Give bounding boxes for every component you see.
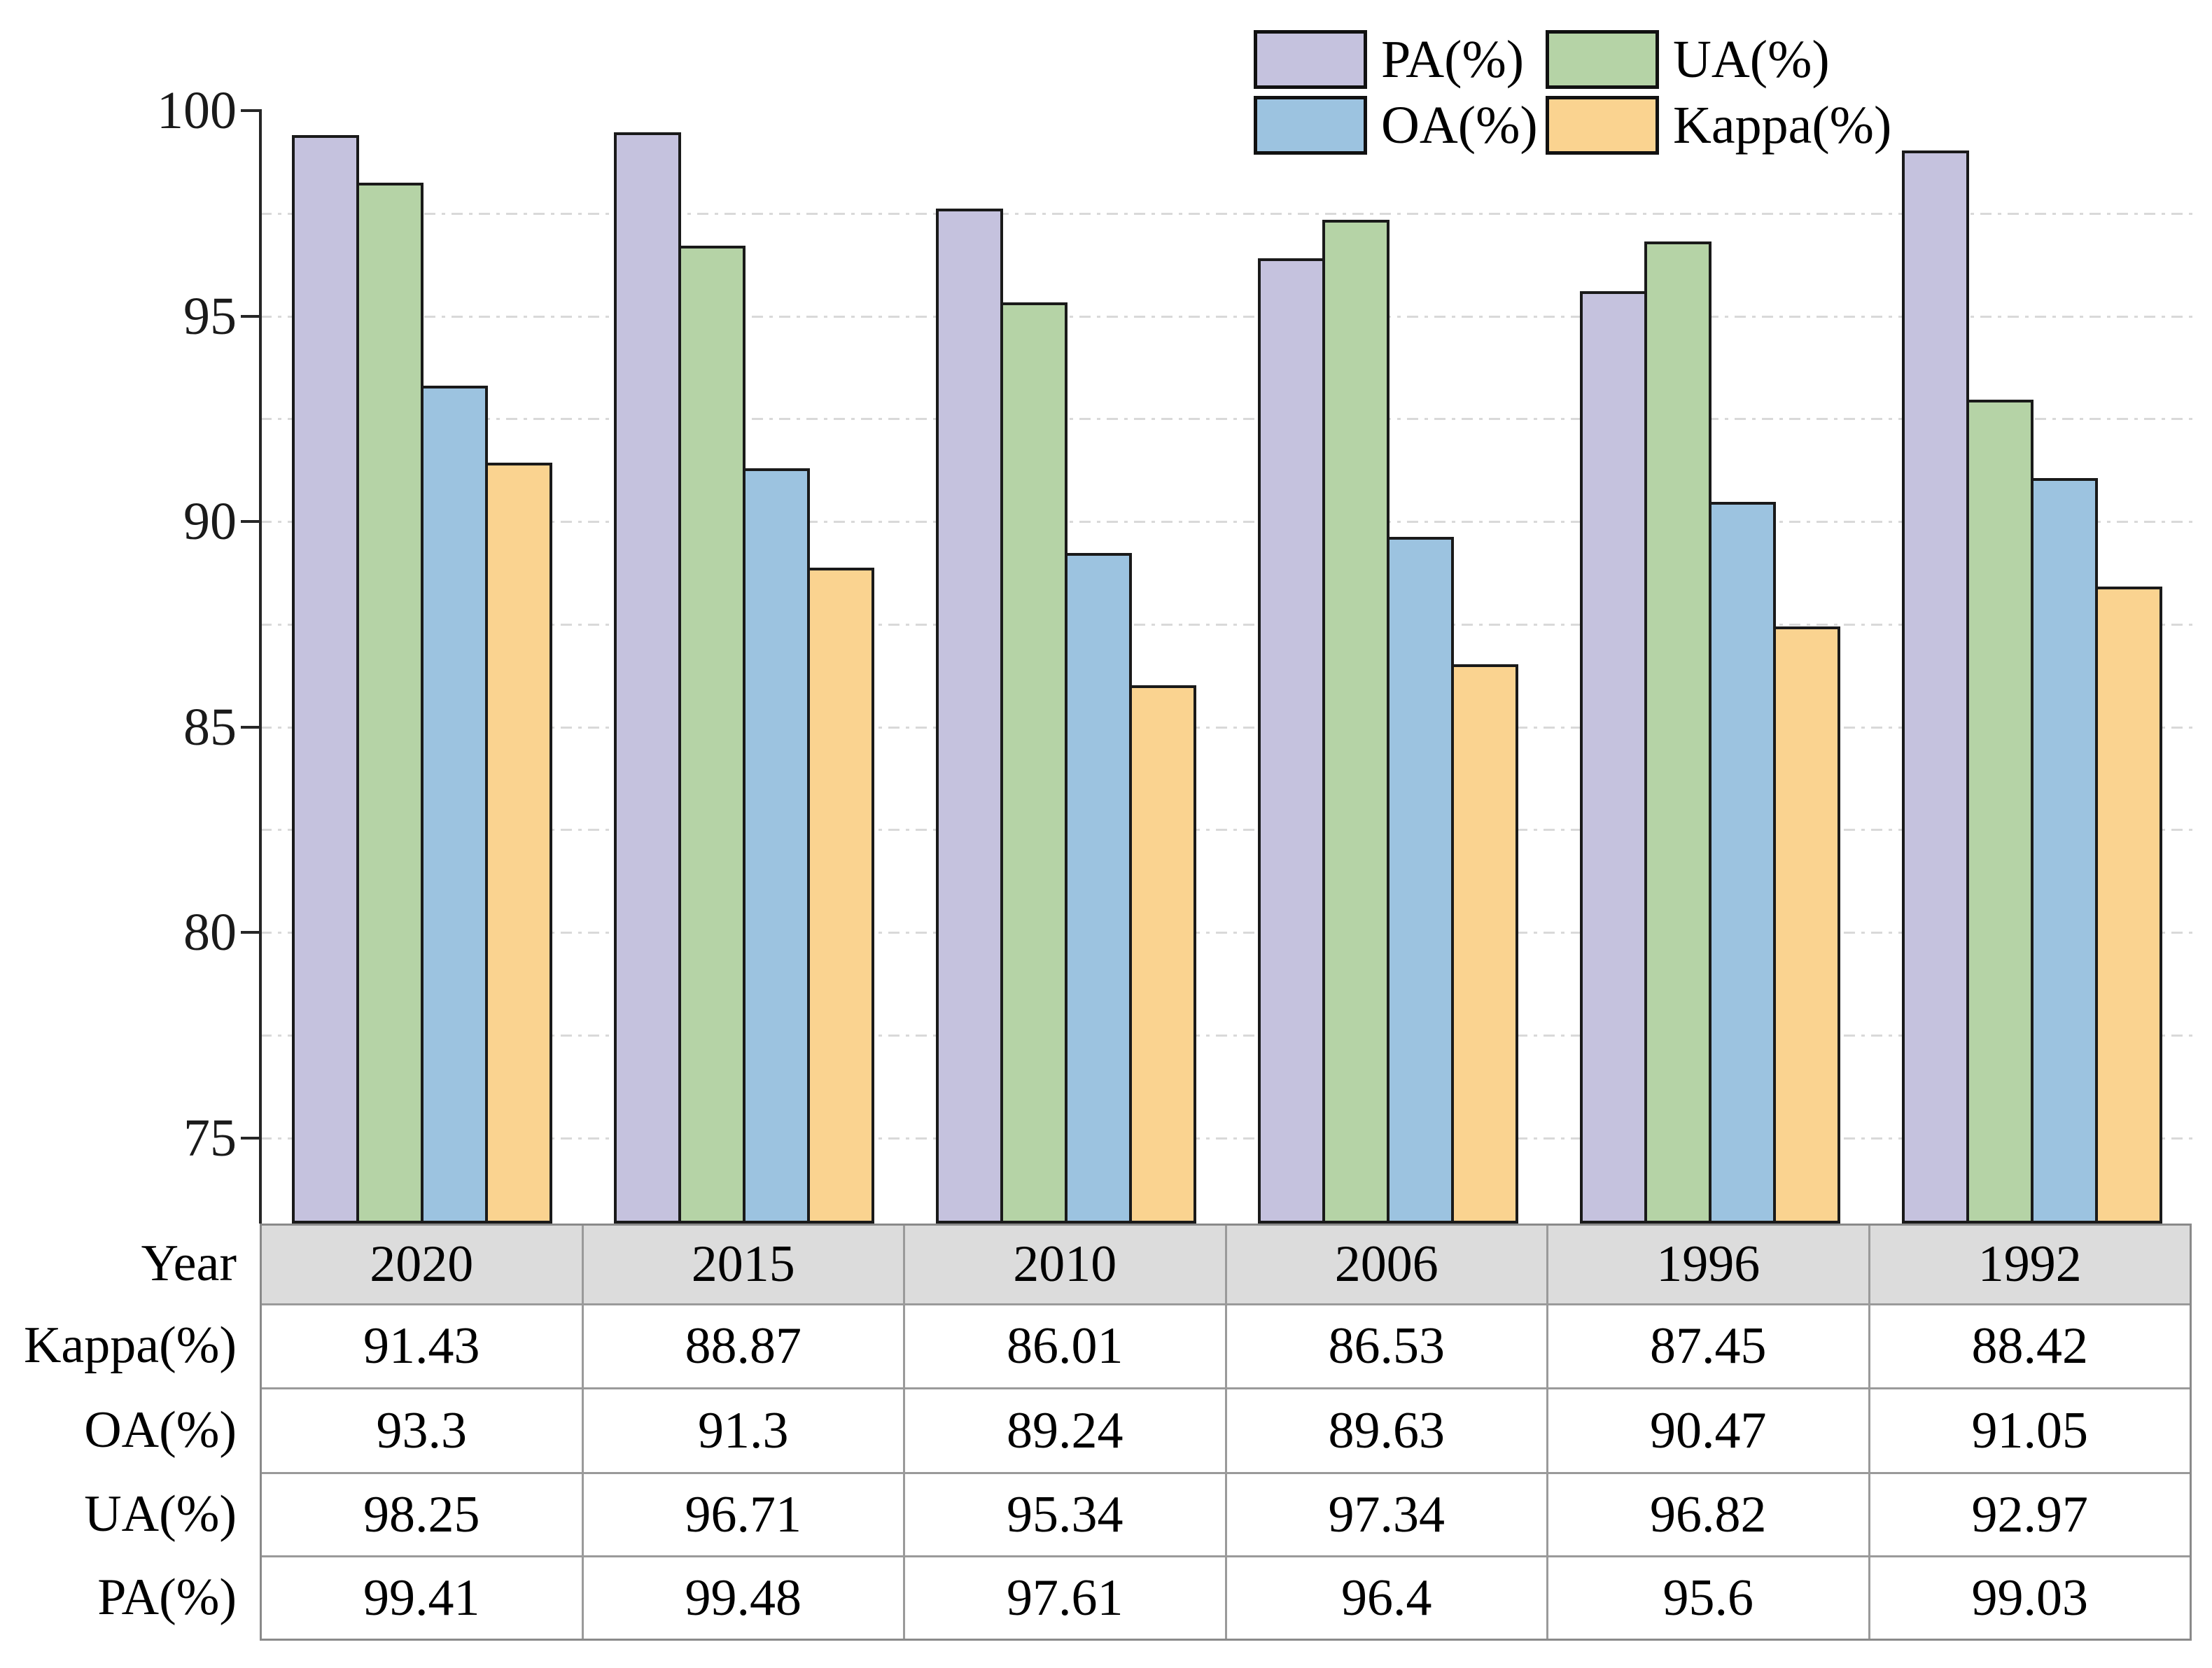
gridline-77.5 bbox=[260, 1034, 2193, 1037]
table-cell-kappa-2010: 86.01 bbox=[905, 1305, 1225, 1387]
row-label-ua: UA(%) bbox=[84, 1485, 237, 1543]
bar-kappa-2010 bbox=[1129, 685, 1196, 1224]
bar-pa-2020 bbox=[292, 134, 359, 1224]
table-cell-kappa-1996: 87.45 bbox=[1548, 1305, 1868, 1387]
gridline-87.5 bbox=[260, 623, 2193, 626]
table-cell-pa-1996: 95.6 bbox=[1548, 1557, 1868, 1639]
table-cell-ua-1996: 96.82 bbox=[1548, 1474, 1868, 1555]
table-cell-kappa-2020: 91.43 bbox=[262, 1305, 582, 1387]
gridline-82.5 bbox=[260, 829, 2193, 832]
row-label-pa: PA(%) bbox=[97, 1568, 237, 1626]
table-cell-oa-1992: 91.05 bbox=[1870, 1389, 2190, 1472]
gridline-75 bbox=[260, 1137, 2193, 1140]
bar-oa-1996 bbox=[1709, 502, 1776, 1224]
table-cell-ua-1992: 92.97 bbox=[1870, 1474, 2190, 1555]
table-cell-year-2015: 2015 bbox=[583, 1226, 903, 1303]
legend-swatch-pa bbox=[1254, 30, 1367, 89]
row-label-kappa: Kappa(%) bbox=[23, 1317, 237, 1374]
y-tick-95 bbox=[241, 314, 259, 318]
table-cell-oa-2020: 93.3 bbox=[262, 1389, 582, 1472]
table-cell-year-2006: 2006 bbox=[1226, 1226, 1546, 1303]
y-tick-75 bbox=[241, 1136, 259, 1140]
gridline-80 bbox=[260, 932, 2193, 934]
table-cell-kappa-2015: 88.87 bbox=[583, 1305, 903, 1387]
bar-oa-2020 bbox=[421, 386, 488, 1224]
table-cell-pa-2015: 99.48 bbox=[583, 1557, 903, 1639]
bar-kappa-1996 bbox=[1773, 626, 1840, 1224]
bar-pa-2006 bbox=[1258, 258, 1325, 1224]
table-cell-pa-1992: 99.03 bbox=[1870, 1557, 2190, 1639]
bar-ua-2015 bbox=[678, 246, 746, 1224]
legend-label-oa: OA(%) bbox=[1381, 96, 1538, 155]
y-tick-label-100: 100 bbox=[157, 81, 237, 140]
bar-kappa-2006 bbox=[1451, 664, 1518, 1224]
row-label-year: Year bbox=[141, 1235, 237, 1292]
table-cell-year-1996: 1996 bbox=[1548, 1226, 1868, 1303]
bar-pa-2015 bbox=[614, 132, 681, 1224]
legend-swatch-oa bbox=[1254, 96, 1367, 155]
legend-swatch-ua bbox=[1546, 30, 1659, 89]
y-tick-label-85: 85 bbox=[183, 697, 237, 757]
legend-label-pa: PA(%) bbox=[1381, 30, 1525, 89]
bar-oa-1992 bbox=[2031, 478, 2098, 1224]
bar-oa-2010 bbox=[1065, 552, 1132, 1224]
y-tick-85 bbox=[241, 725, 259, 729]
y-tick-80 bbox=[241, 931, 259, 934]
bar-ua-1996 bbox=[1644, 241, 1712, 1224]
table-cell-pa-2006: 96.4 bbox=[1226, 1557, 1546, 1639]
bar-pa-2010 bbox=[936, 209, 1003, 1224]
table-cell-ua-2010: 95.34 bbox=[905, 1474, 1225, 1555]
legend-swatch-kappa bbox=[1546, 96, 1659, 155]
table-cell-oa-2010: 89.24 bbox=[905, 1389, 1225, 1472]
table-cell-kappa-1992: 88.42 bbox=[1870, 1305, 2190, 1387]
data-table: 2020 2015 2010 2006 1996 1992 91.43 88.87 86.01 8… bbox=[260, 1224, 2192, 1641]
bar-ua-2020 bbox=[356, 182, 424, 1224]
gridline-85 bbox=[260, 726, 2193, 729]
legend-label-ua: UA(%) bbox=[1673, 30, 1830, 89]
y-tick-label-80: 80 bbox=[183, 903, 237, 962]
bar-pa-1992 bbox=[1902, 150, 1969, 1224]
table-cell-year-2020: 2020 bbox=[262, 1226, 582, 1303]
bar-kappa-2015 bbox=[807, 568, 874, 1224]
y-tick-label-75: 75 bbox=[183, 1108, 237, 1168]
table-cell-kappa-2006: 86.53 bbox=[1226, 1305, 1546, 1387]
table-cell-ua-2006: 97.34 bbox=[1226, 1474, 1546, 1555]
y-tick-label-90: 90 bbox=[183, 492, 237, 551]
gridline-95 bbox=[260, 315, 2193, 318]
gridline-92.5 bbox=[260, 418, 2193, 421]
y-tick-100 bbox=[241, 109, 259, 112]
legend-label-kappa: Kappa(%) bbox=[1673, 96, 1892, 155]
table-cell-ua-2015: 96.71 bbox=[583, 1474, 903, 1555]
table-cell-year-1992: 1992 bbox=[1870, 1226, 2190, 1303]
table-cell-oa-2006: 89.63 bbox=[1226, 1389, 1546, 1472]
row-label-oa: OA(%) bbox=[84, 1401, 237, 1459]
bar-ua-2010 bbox=[1000, 302, 1068, 1224]
bar-kappa-2020 bbox=[485, 463, 552, 1224]
y-tick-label-95: 95 bbox=[183, 286, 237, 346]
table-cell-year-2010: 2010 bbox=[905, 1226, 1225, 1303]
bar-oa-2015 bbox=[743, 468, 810, 1224]
table-cell-pa-2020: 99.41 bbox=[262, 1557, 582, 1639]
table-cell-pa-2010: 97.61 bbox=[905, 1557, 1225, 1639]
gridline-90 bbox=[260, 521, 2193, 523]
bar-pa-1996 bbox=[1580, 291, 1647, 1224]
table-cell-oa-1996: 90.47 bbox=[1548, 1389, 1868, 1472]
table-cell-oa-2015: 91.3 bbox=[583, 1389, 903, 1472]
bar-ua-1992 bbox=[1966, 399, 2033, 1224]
table-cell-ua-2020: 98.25 bbox=[262, 1474, 582, 1555]
bar-oa-2006 bbox=[1387, 536, 1454, 1224]
bar-ua-2006 bbox=[1322, 220, 1390, 1224]
y-axis-spine bbox=[259, 109, 262, 1224]
y-tick-90 bbox=[241, 520, 259, 523]
gridline-97.5 bbox=[260, 212, 2193, 215]
bar-kappa-1992 bbox=[2095, 586, 2162, 1224]
